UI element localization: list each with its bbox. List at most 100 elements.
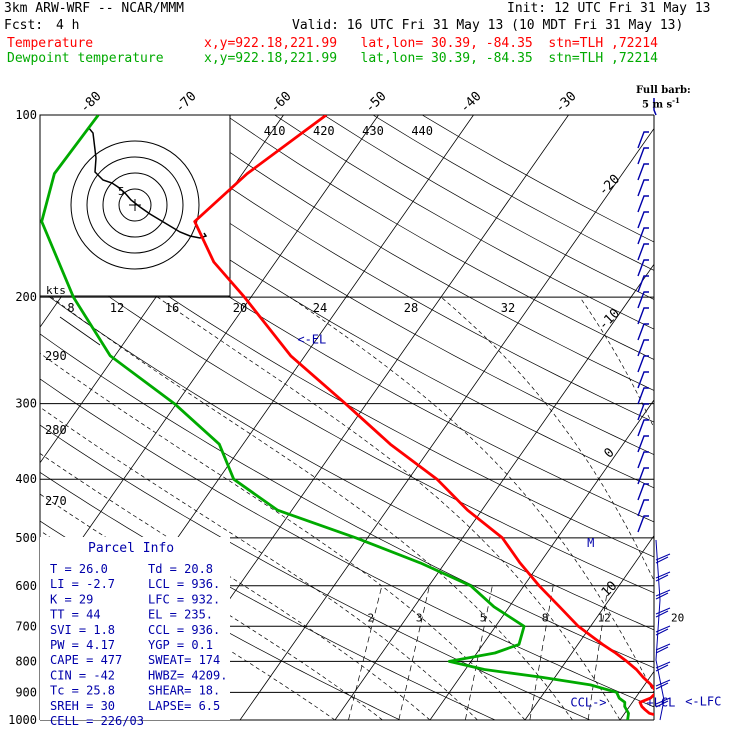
level-annotation: <-EL bbox=[297, 332, 326, 346]
isotherm-label: -60 bbox=[267, 89, 294, 116]
wind-barb bbox=[637, 515, 649, 533]
parcel-info-right: YGP = 0.1 bbox=[148, 638, 213, 652]
mixing-ratio-label: 8 bbox=[542, 611, 549, 624]
isotherm bbox=[524, 535, 654, 720]
wind-barb bbox=[637, 435, 649, 453]
isotherm bbox=[334, 263, 654, 720]
wind-barb bbox=[655, 661, 671, 672]
parcel-info-right: LCL = 936. bbox=[148, 577, 220, 591]
isotherm-label: -20 bbox=[596, 172, 623, 199]
wind-barb bbox=[655, 697, 671, 708]
hodo-speed-label: 8 bbox=[67, 301, 74, 315]
parcel-info-left: PW = 4.17 bbox=[50, 638, 115, 652]
level-annotation: <-LFC bbox=[685, 694, 721, 708]
isotherm bbox=[239, 127, 654, 720]
wind-barb bbox=[637, 131, 649, 149]
speed-guide bbox=[59, 316, 101, 346]
wind-barb bbox=[637, 339, 649, 357]
dry-adiabat bbox=[40, 333, 654, 669]
isotherm-label: -70 bbox=[172, 89, 199, 116]
init-time: Init: 12 UTC Fri 31 May 13 bbox=[507, 1, 711, 16]
isotherm bbox=[706, 115, 740, 733]
legend-temperature: Temperature bbox=[7, 36, 94, 51]
level-annotation: M bbox=[587, 536, 594, 550]
isotherm-label: 10 bbox=[599, 579, 621, 601]
wind-barb bbox=[637, 179, 649, 197]
mixing-ratio-label: 5 bbox=[480, 611, 487, 624]
wind-barb bbox=[655, 607, 671, 618]
hodo-speed-label: 24 bbox=[313, 301, 327, 315]
wind-barb bbox=[637, 467, 649, 485]
hodo-speed-label: 32 bbox=[501, 301, 515, 315]
wind-barb bbox=[637, 499, 649, 517]
isotherm-label: -40 bbox=[457, 89, 484, 116]
pressure-tick-label: 400 bbox=[15, 472, 37, 486]
hodo-speed-label: 12 bbox=[110, 301, 124, 315]
parcel-info-left: SREH = 30 bbox=[50, 699, 115, 713]
hodograph-ring bbox=[118, 188, 152, 222]
hodo-speed-label: 16 bbox=[165, 301, 179, 315]
wind-barb bbox=[637, 275, 649, 293]
wind-barb bbox=[637, 323, 649, 341]
isotherm-label: -30 bbox=[552, 89, 579, 116]
wind-barb bbox=[637, 403, 649, 421]
legend-temperature-info: x,y=922.18,221.99 lat,lon= 30.39, -84.35… bbox=[204, 36, 658, 51]
wind-barb bbox=[637, 227, 649, 245]
level-annotation: CCL-> bbox=[570, 696, 606, 710]
mixing-ratio-label: 20 bbox=[671, 611, 684, 624]
parcel-info-left: CAPE = 477 bbox=[50, 653, 122, 667]
barb-key-value: 5 m s-1 bbox=[642, 96, 680, 111]
wind-barb bbox=[637, 259, 649, 277]
pressure-tick-label: 700 bbox=[15, 619, 37, 633]
wind-barb bbox=[637, 419, 649, 437]
dry-adiabat-label: 290 bbox=[45, 349, 67, 363]
dry-adiabat-label: 270 bbox=[45, 494, 67, 508]
isotherm-label: -50 bbox=[362, 89, 389, 116]
pressure-tick-label: 500 bbox=[15, 531, 37, 545]
dry-adiabat bbox=[40, 378, 654, 708]
mixing-ratio-line bbox=[587, 585, 609, 720]
pressure-tick-label: 600 bbox=[15, 579, 37, 593]
parcel-info-right: CCL = 936. bbox=[148, 623, 220, 637]
mixing-ratio-label: 12 bbox=[598, 611, 611, 624]
legend-dewpoint: Dewpoint temperature bbox=[7, 51, 164, 66]
pressure-tick-label: 900 bbox=[15, 685, 37, 699]
wind-barb bbox=[637, 195, 649, 213]
dry-adiabat bbox=[40, 204, 654, 558]
isotherm bbox=[429, 399, 654, 720]
dry-adiabat-label: 410 bbox=[264, 124, 286, 138]
isotherm-label: 0 bbox=[601, 445, 617, 461]
hodograph-ring bbox=[102, 172, 168, 238]
parcel-info-left: T = 26.0 bbox=[50, 562, 108, 576]
parcel-info-title: Parcel Info bbox=[88, 541, 174, 556]
parcel-info-left: CELL = 226/03 bbox=[50, 714, 144, 728]
dry-adiabat-label: 430 bbox=[362, 124, 384, 138]
wind-barb bbox=[655, 571, 671, 582]
wind-barb bbox=[655, 625, 671, 636]
temperature-profile bbox=[193, 115, 654, 716]
parcel-info-left: Tc = 25.8 bbox=[50, 684, 115, 698]
wind-barb bbox=[637, 355, 649, 373]
dry-adiabat bbox=[274, 115, 654, 330]
hodograph-trace bbox=[87, 126, 208, 239]
fcst-label: Fcst: bbox=[4, 18, 44, 33]
wind-barb bbox=[655, 679, 671, 690]
wind-barb bbox=[637, 243, 649, 261]
wind-barb bbox=[637, 451, 649, 469]
wind-barb bbox=[637, 387, 649, 405]
wind-barb bbox=[637, 483, 649, 501]
wind-barb bbox=[637, 163, 649, 181]
legend-dewpoint-info: x,y=922.18,221.99 lat,lon= 30.39, -84.35… bbox=[204, 51, 658, 66]
mixing-ratio-label: 3 bbox=[416, 611, 423, 624]
dry-adiabat bbox=[126, 115, 654, 423]
dry-adiabat bbox=[372, 115, 654, 271]
wind-barb bbox=[637, 307, 649, 325]
dewpoint-profile bbox=[40, 115, 630, 720]
hodo-speed-label: 20 bbox=[233, 301, 247, 315]
wind-barb bbox=[637, 371, 649, 389]
hodo-speed-label: 28 bbox=[404, 301, 418, 315]
pressure-tick-label: 1000 bbox=[8, 713, 37, 727]
wind-barb bbox=[637, 211, 649, 229]
hodograph-ring bbox=[86, 156, 184, 254]
